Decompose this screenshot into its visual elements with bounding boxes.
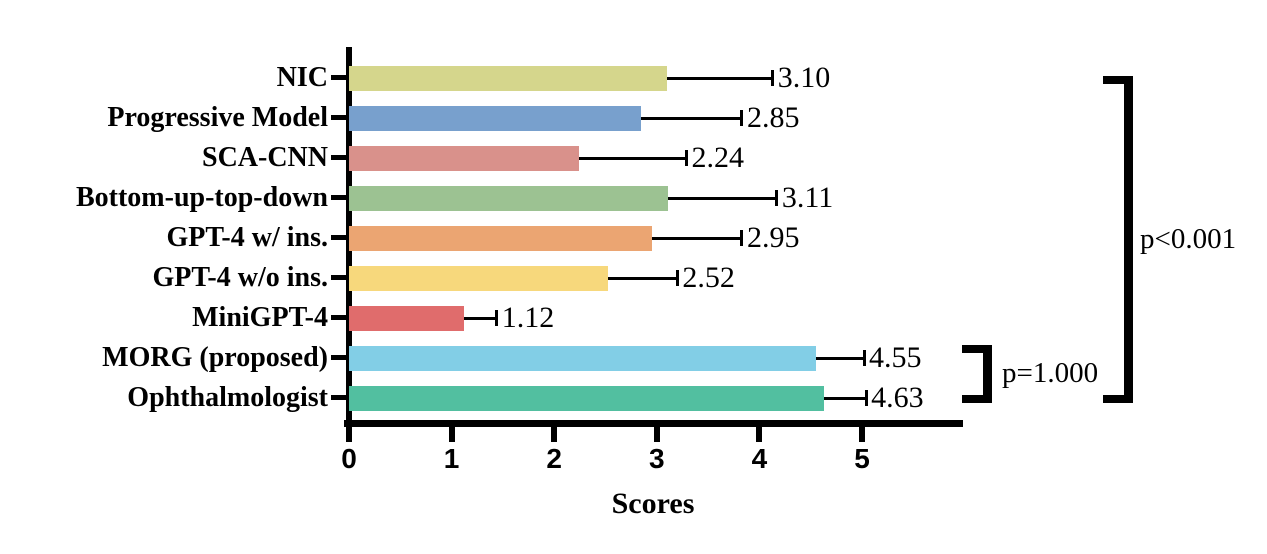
- x-tick-label: 4: [751, 443, 768, 474]
- error-bar-cap: [685, 150, 689, 166]
- error-bar-cap: [675, 270, 679, 286]
- error-bar: [641, 116, 742, 120]
- error-bar: [824, 396, 867, 400]
- category-label: MORG (proposed): [102, 342, 328, 373]
- error-bar-cap: [864, 390, 868, 406]
- x-tick-label: 0: [341, 443, 357, 474]
- x-axis: [344, 420, 963, 427]
- x-tick: [859, 427, 865, 442]
- value-label: 2.52: [682, 261, 735, 294]
- category-tick: [331, 195, 347, 200]
- error-bar: [578, 156, 687, 160]
- x-tick: [551, 427, 558, 442]
- value-label: 2.85: [746, 101, 800, 134]
- value-label: 4.55: [869, 341, 922, 374]
- bar: [349, 65, 668, 91]
- error-bar: [668, 196, 777, 200]
- significance-bracket: [962, 345, 992, 403]
- category-tick: [331, 395, 347, 400]
- error-bar-cap: [771, 70, 775, 86]
- error-bar: [667, 76, 773, 80]
- error-bar-cap: [862, 350, 866, 366]
- error-bar-cap: [740, 110, 744, 126]
- error-bar: [607, 276, 678, 280]
- category-tick: [331, 315, 347, 320]
- bar: [349, 105, 642, 131]
- category-tick: [331, 235, 347, 240]
- category-label: Bottom-up-top-down: [75, 182, 328, 213]
- category-tick: [331, 355, 347, 360]
- bar: [349, 225, 652, 251]
- bar: [349, 305, 464, 331]
- value-label: 2.95: [746, 221, 800, 254]
- category-label: Ophthalmologist: [127, 382, 328, 413]
- category-tick: [331, 115, 347, 120]
- bar: [349, 145, 579, 171]
- error-bar: [815, 356, 865, 360]
- x-tick: [653, 427, 660, 442]
- category-label: MiniGPT-4: [192, 302, 328, 333]
- x-axis-title: Scores: [611, 487, 695, 520]
- x-tick-label: 3: [649, 443, 665, 474]
- bar: [349, 385, 825, 411]
- x-tick-label: 1: [443, 443, 460, 474]
- x-tick: [756, 427, 763, 442]
- bar: [349, 265, 608, 291]
- p-value-label: p<0.001: [1140, 223, 1237, 255]
- category-label: Progressive Model: [107, 102, 328, 133]
- value-label: 1.12: [501, 301, 555, 334]
- category-label: NIC: [276, 62, 328, 93]
- x-tick: [448, 427, 455, 442]
- category-label: SCA-CNN: [202, 142, 328, 173]
- category-label: GPT-4 w/ ins.: [166, 222, 328, 253]
- error-bar-cap: [740, 230, 744, 246]
- value-label: 3.11: [781, 181, 834, 214]
- bar: [349, 185, 669, 211]
- error-bar-cap: [775, 190, 779, 206]
- error-bar-cap: [495, 310, 499, 326]
- category-label: GPT-4 w/o ins.: [152, 262, 328, 293]
- x-tick-label: 5: [854, 443, 870, 474]
- error-bar: [651, 236, 742, 240]
- category-tick: [331, 75, 347, 80]
- x-tick-label: 2: [546, 443, 562, 474]
- bar: [349, 345, 816, 371]
- value-label: 4.63: [871, 381, 924, 414]
- value-label: 3.10: [777, 61, 831, 94]
- value-label: 2.24: [691, 141, 745, 174]
- error-bar: [463, 316, 497, 320]
- category-tick: [331, 155, 347, 160]
- significance-bracket: [1103, 76, 1133, 403]
- category-tick: [331, 275, 347, 280]
- x-tick: [346, 427, 352, 442]
- p-value-label: p=1.000: [1002, 357, 1099, 389]
